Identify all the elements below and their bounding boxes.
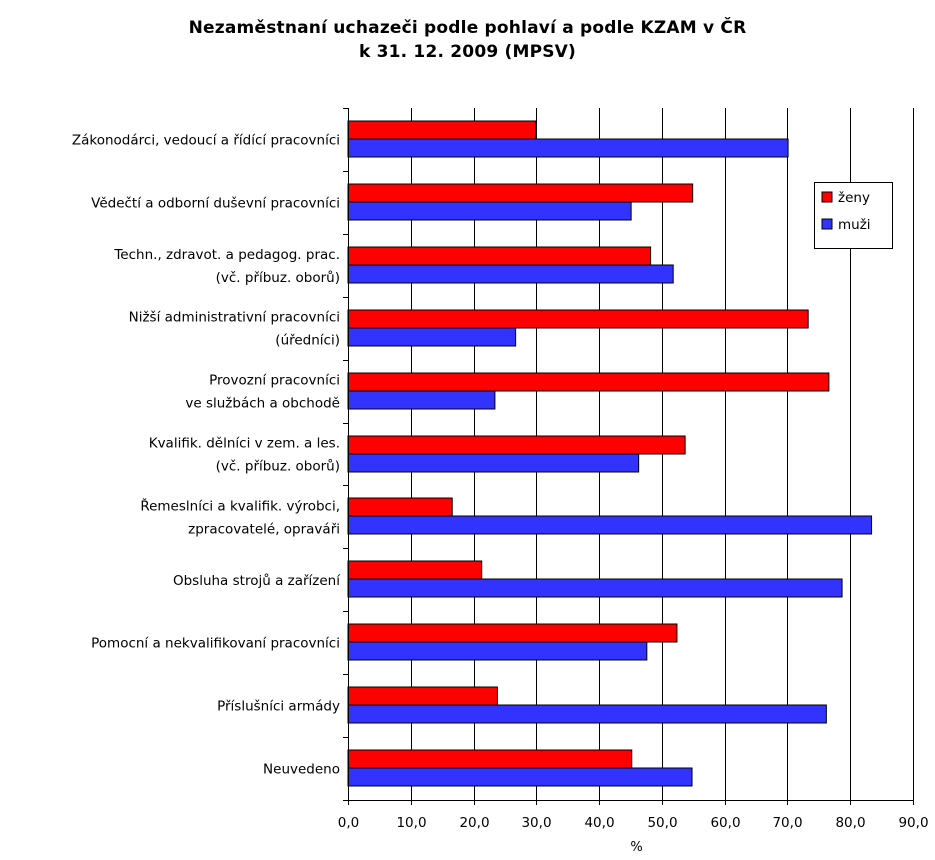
- bar-zeny-0: [347, 120, 537, 140]
- legend-swatch-muzi: [821, 218, 833, 230]
- category-label: Řemeslníci a kvalifik. výrobci,: [140, 497, 340, 514]
- legend-label-muzi: muži: [838, 217, 871, 233]
- category-label: Obsluha strojů a zařízení: [173, 573, 341, 589]
- bar-zeny-3: [347, 309, 809, 329]
- bar-zeny-8: [347, 623, 678, 643]
- bar-muzi-8: [347, 641, 648, 661]
- x-tick-label: 50,0: [647, 815, 677, 831]
- category-label: ve službách a obchodě: [185, 396, 340, 412]
- bar-zeny-1: [347, 183, 694, 203]
- category-label: Techn., zdravot. a pedagog. prac.: [113, 247, 340, 263]
- legend-swatch-zeny: [821, 191, 833, 203]
- bar-zeny-6: [347, 497, 453, 517]
- category-label: Zákonodárci, vedoucí a řídící pracovníci: [72, 132, 340, 148]
- x-tick-label: 60,0: [710, 815, 740, 831]
- category-label: Nižší administrativní pracovníci: [129, 310, 340, 326]
- category-label: (úředníci): [275, 333, 340, 349]
- bar-zeny-9: [347, 686, 498, 706]
- x-tick-label: 10,0: [396, 815, 426, 831]
- category-label: Pomocní a nekvalifikovaní pracovníci: [91, 636, 340, 652]
- x-tick-label: 90,0: [898, 815, 928, 831]
- bar-muzi-9: [347, 704, 827, 724]
- category-label: (vč. příbuz. oborů): [216, 270, 340, 286]
- bar-zeny-2: [347, 246, 652, 266]
- x-axis-label: %: [630, 840, 642, 855]
- bar-muzi-5: [347, 453, 640, 473]
- chart-title-line-2: k 31. 12. 2009 (MPSV): [358, 42, 577, 62]
- category-label: Neuvedeno: [263, 762, 340, 778]
- x-tick-label: 80,0: [835, 815, 865, 831]
- legend-label-zeny: ženy: [838, 190, 870, 206]
- x-tick-label: 30,0: [521, 815, 551, 831]
- category-label: Příslušníci armády: [217, 699, 340, 715]
- bar-zeny-10: [347, 749, 633, 769]
- x-tick-label: 20,0: [459, 815, 489, 831]
- bar-muzi-10: [347, 767, 693, 787]
- bar-muzi-7: [347, 578, 843, 598]
- bar-zeny-5: [347, 435, 686, 455]
- bar-muzi-6: [347, 515, 873, 535]
- x-tick-label: 70,0: [772, 815, 802, 831]
- x-tick-label: 40,0: [584, 815, 614, 831]
- category-label: (vč. příbuz. oborů): [216, 459, 340, 475]
- bar-muzi-1: [347, 201, 632, 221]
- category-label: zpracovatelé, opraváři: [188, 521, 340, 537]
- bar-muzi-3: [347, 327, 517, 347]
- bar-muzi-0: [347, 138, 789, 158]
- bar-zeny-4: [347, 372, 830, 392]
- category-label: Kvalifik. dělníci v zem. a les.: [149, 436, 340, 452]
- chart-title-line-1: Nezaměstnaní uchazeči podle pohlaví a po…: [188, 18, 747, 38]
- category-label: Provozní pracovníci: [209, 373, 340, 389]
- bar-zeny-7: [347, 560, 483, 580]
- category-label: Vědečtí a odborní duševní pracovníci: [91, 195, 340, 211]
- bar-muzi-4: [347, 390, 496, 410]
- x-tick-label: 0,0: [338, 815, 359, 831]
- bar-muzi-2: [347, 264, 674, 284]
